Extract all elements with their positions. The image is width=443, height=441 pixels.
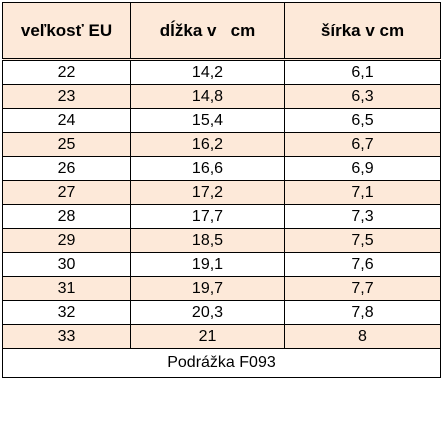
table-row: 30 19,1 7,6: [2, 252, 441, 277]
cell-length-cm: 16,6: [130, 156, 285, 181]
cell-size-eu: 32: [2, 300, 131, 325]
cell-size-eu: 24: [2, 108, 131, 133]
table-row: 24 15,4 6,5: [2, 108, 441, 133]
size-table: veľkosť EU dĺžka v cm šírka v cm 22 14,2 6…: [2, 2, 441, 378]
table-row: 29 18,5 7,5: [2, 228, 441, 253]
table-row: 27 17,2 7,1: [2, 180, 441, 205]
cell-size-eu: 22: [2, 59, 131, 85]
footer-row: Podrážka F093: [2, 348, 441, 378]
cell-width-cm: 7,1: [284, 180, 441, 205]
cell-width-cm: 7,3: [284, 204, 441, 229]
cell-length-cm: 17,2: [130, 180, 285, 205]
cell-length-cm: 19,7: [130, 276, 285, 301]
table-row: 23 14,8 6,3: [2, 84, 441, 109]
cell-width-cm: 8: [284, 324, 441, 349]
cell-width-cm: 6,1: [284, 59, 441, 85]
cell-width-cm: 6,7: [284, 132, 441, 157]
cell-length-cm: 18,5: [130, 228, 285, 253]
cell-size-eu: 27: [2, 180, 131, 205]
header-row: veľkosť EU dĺžka v cm šírka v cm: [2, 2, 441, 61]
cell-width-cm: 7,8: [284, 300, 441, 325]
cell-length-cm: 14,8: [130, 84, 285, 109]
header-width-cm: šírka v cm: [284, 2, 441, 61]
cell-length-cm: 19,1: [130, 252, 285, 277]
table-row: 25 16,2 6,7: [2, 132, 441, 157]
cell-size-eu: 33: [2, 324, 131, 349]
cell-length-cm: 14,2: [130, 59, 285, 85]
table-row: 28 17,7 7,3: [2, 204, 441, 229]
cell-width-cm: 7,6: [284, 252, 441, 277]
header-length-cm: dĺžka v cm: [130, 2, 285, 61]
cell-size-eu: 29: [2, 228, 131, 253]
table-row: 31 19,7 7,7: [2, 276, 441, 301]
cell-size-eu: 31: [2, 276, 131, 301]
cell-width-cm: 6,3: [284, 84, 441, 109]
cell-width-cm: 7,7: [284, 276, 441, 301]
cell-length-cm: 16,2: [130, 132, 285, 157]
table-row: 26 16,6 6,9: [2, 156, 441, 181]
sole-model-label: Podrážka F093: [2, 348, 441, 378]
cell-width-cm: 6,9: [284, 156, 441, 181]
cell-width-cm: 7,5: [284, 228, 441, 253]
table-body: 22 14,2 6,1 23 14,8 6,3 24 15,4 6,5 25 16,2 6,7 26 16…: [2, 59, 441, 349]
cell-size-eu: 28: [2, 204, 131, 229]
table-row: 32 20,3 7,8: [2, 300, 441, 325]
cell-length-cm: 17,7: [130, 204, 285, 229]
cell-length-cm: 21: [130, 324, 285, 349]
cell-width-cm: 6,5: [284, 108, 441, 133]
cell-size-eu: 25: [2, 132, 131, 157]
cell-length-cm: 20,3: [130, 300, 285, 325]
cell-size-eu: 26: [2, 156, 131, 181]
header-size-eu: veľkosť EU: [2, 2, 131, 61]
cell-length-cm: 15,4: [130, 108, 285, 133]
table-row: 33 21 8: [2, 324, 441, 349]
table-row: 22 14,2 6,1: [2, 59, 441, 85]
cell-size-eu: 30: [2, 252, 131, 277]
cell-size-eu: 23: [2, 84, 131, 109]
